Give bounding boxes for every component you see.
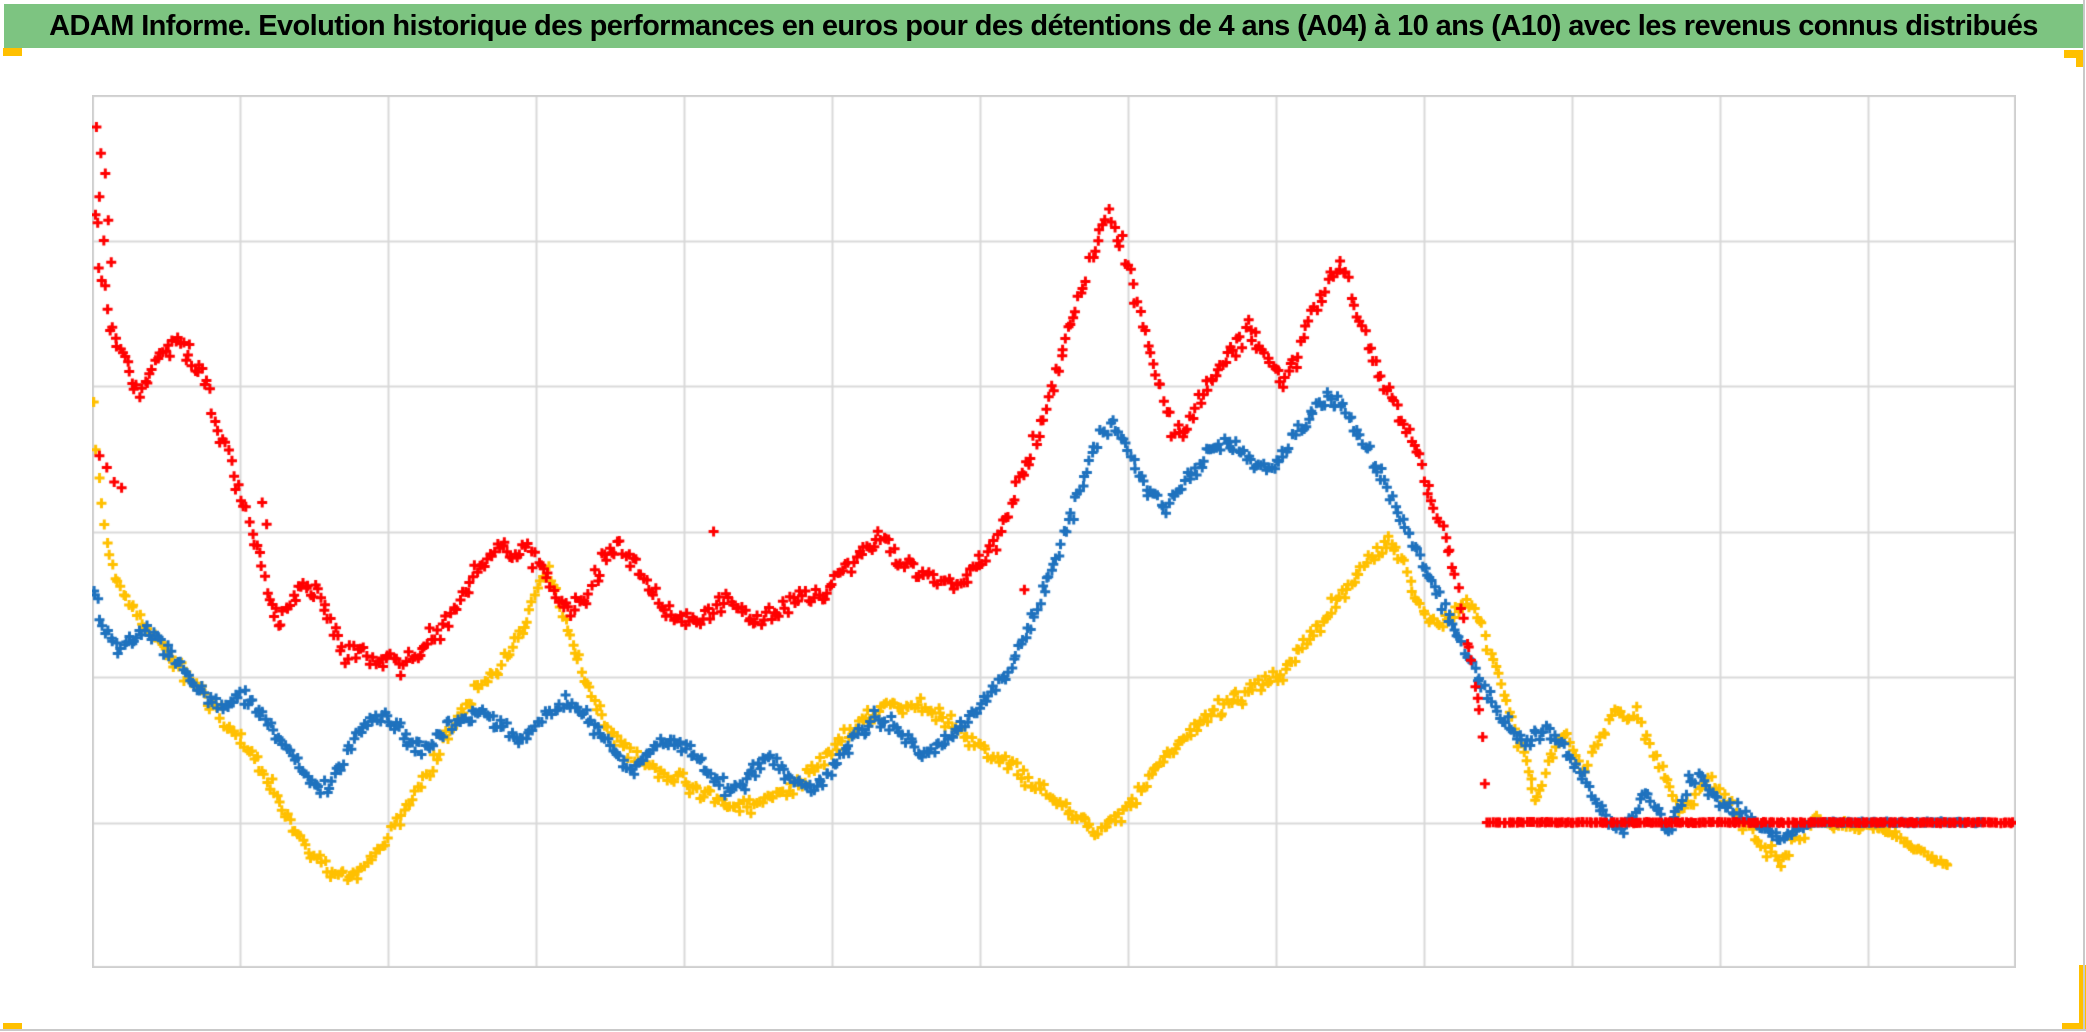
accent-bottom-right-horizontal: [2062, 1023, 2086, 1031]
accent-bottom-left: [3, 1023, 22, 1031]
chart-canvas: [92, 95, 2016, 968]
accent-top-right-vertical: [2076, 50, 2083, 67]
slide-bottom-border: [0, 1029, 2086, 1031]
performance-scatter-chart: [92, 95, 2016, 968]
title-bar: ADAM Informe. Evolution historique des p…: [4, 4, 2083, 48]
slide-right-border: [2083, 0, 2085, 1030]
accent-bottom-right-vertical: [2079, 965, 2086, 1031]
accent-top-left: [3, 48, 22, 56]
page-title: ADAM Informe. Evolution historique des p…: [49, 9, 2038, 42]
accent-top-right-horizontal: [2064, 50, 2083, 58]
